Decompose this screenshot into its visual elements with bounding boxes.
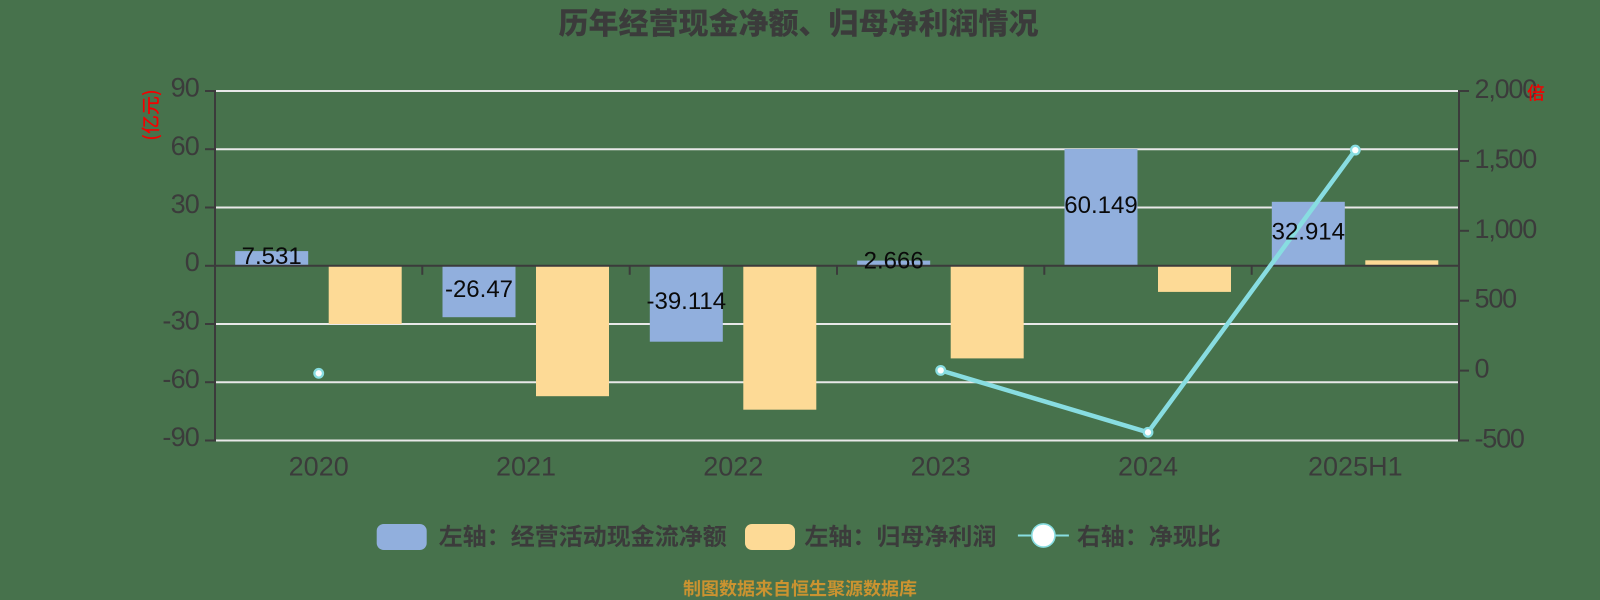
svg-text:-39.114: -39.114 [646,288,726,315]
svg-text:1,500: 1,500 [1475,144,1537,174]
svg-text:2024: 2024 [1118,452,1178,482]
svg-text:-60: -60 [162,364,199,394]
svg-text:7.531: 7.531 [242,243,302,270]
svg-text:0: 0 [1475,354,1489,384]
svg-text:2025H1: 2025H1 [1308,452,1403,482]
svg-text:60: 60 [171,131,199,161]
svg-text:2.666: 2.666 [864,248,924,275]
svg-text:30: 30 [171,189,199,219]
svg-text:-26.47: -26.47 [445,276,513,303]
svg-text:500: 500 [1475,284,1517,314]
svg-text:-90: -90 [162,422,199,452]
svg-text:2022: 2022 [703,452,763,482]
svg-text:2020: 2020 [289,452,349,482]
svg-text:2023: 2023 [911,452,971,482]
svg-text:0: 0 [185,247,199,277]
svg-text:32.914: 32.914 [1272,218,1345,245]
svg-text:60.149: 60.149 [1064,192,1137,219]
svg-text:-30: -30 [162,306,199,336]
svg-text:1,000: 1,000 [1475,214,1537,244]
svg-text:2021: 2021 [496,452,556,482]
svg-text:-500: -500 [1475,424,1524,454]
svg-text:2,000: 2,000 [1475,74,1537,104]
svg-text:90: 90 [171,73,199,103]
